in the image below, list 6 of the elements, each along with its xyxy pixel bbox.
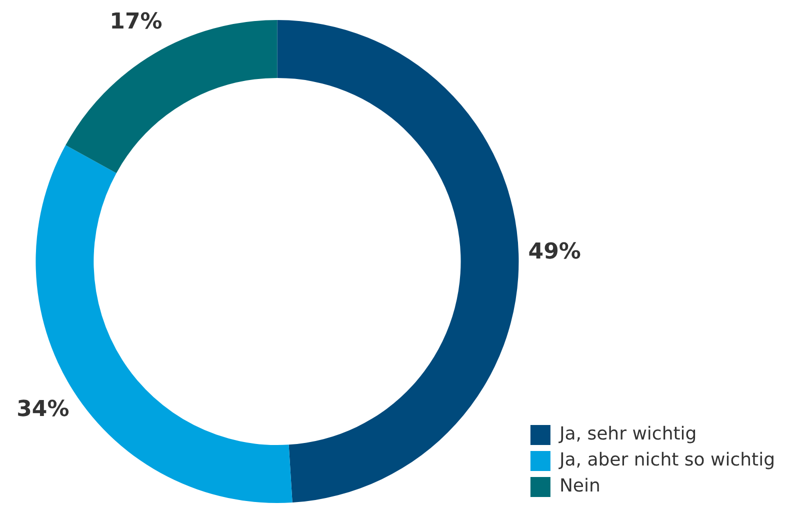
legend-label: Ja, aber nicht so wichtig <box>558 450 776 471</box>
data-label: 49% <box>528 240 581 264</box>
legend-label: Nein <box>559 476 600 497</box>
legend-label: Ja, sehr wichtig <box>558 424 697 445</box>
data-label: 17% <box>110 9 162 34</box>
data-label: 34% <box>16 396 70 422</box>
